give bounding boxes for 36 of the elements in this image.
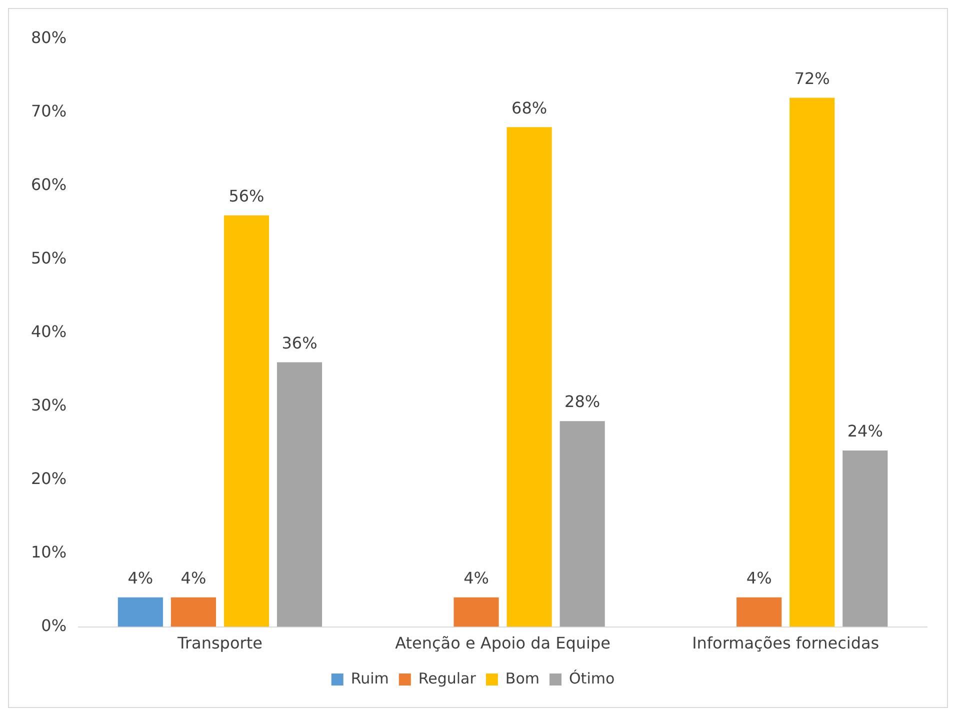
- legend-label: Ótimo: [569, 669, 615, 688]
- legend-label: Regular: [418, 669, 477, 688]
- x-tick-label: Atenção e Apoio da Equipe: [395, 634, 610, 653]
- bar: [560, 421, 605, 627]
- legend-label: Ruim: [350, 669, 389, 688]
- bar: [842, 450, 888, 627]
- bar: [276, 362, 322, 627]
- bar: [118, 597, 163, 627]
- legend-label: Bom: [505, 669, 540, 688]
- bar: [506, 127, 552, 627]
- data-label: 56%: [228, 186, 264, 206]
- data-label: 4%: [180, 568, 206, 588]
- bar: [736, 597, 782, 627]
- y-tick-label: 40%: [31, 322, 67, 342]
- y-tick-label: 50%: [31, 248, 67, 268]
- bar: [224, 215, 270, 627]
- data-label: 36%: [282, 333, 318, 352]
- y-tick-label: 70%: [31, 102, 67, 121]
- data-label: 28%: [564, 392, 600, 412]
- data-label: 24%: [847, 422, 883, 441]
- x-tick-label: Transporte: [176, 634, 262, 653]
- bar: [790, 98, 835, 627]
- bar: [170, 597, 216, 627]
- data-label: 4%: [464, 568, 489, 588]
- y-tick-label: 80%: [31, 28, 67, 48]
- y-tick-label: 20%: [31, 469, 67, 488]
- bar: [454, 597, 499, 627]
- y-tick-label: 60%: [31, 175, 67, 194]
- data-label: 4%: [128, 568, 154, 588]
- y-tick-label: 0%: [41, 616, 67, 635]
- data-label: 72%: [794, 68, 830, 88]
- data-label: 68%: [512, 98, 548, 118]
- y-tick-label: 10%: [31, 542, 67, 562]
- y-tick-label: 30%: [31, 396, 67, 415]
- data-label: 4%: [746, 568, 772, 588]
- x-tick-label: Informações fornecidas: [692, 634, 880, 653]
